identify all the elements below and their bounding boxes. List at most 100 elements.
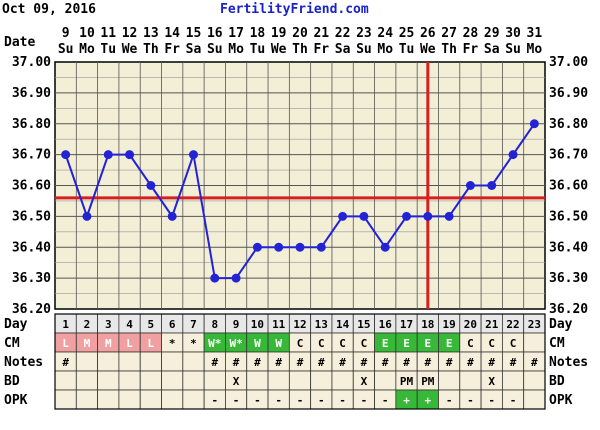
- cell-text-opk: -: [510, 394, 517, 407]
- cell-bd: [438, 370, 461, 391]
- y-tick-label-right: 36.90: [549, 86, 588, 101]
- y-tick-label-right: 36.80: [549, 117, 588, 132]
- y-tick-label-left: 36.90: [12, 86, 51, 101]
- x-date-label: 9: [62, 26, 70, 41]
- row-label-notes-right: Notes: [549, 355, 588, 370]
- cell-bd: [331, 370, 354, 391]
- cell-text-cm: L: [126, 337, 133, 350]
- x-weekday-label: Tu: [250, 42, 266, 57]
- cell-text-cm: L: [148, 337, 155, 350]
- cell-text-cm: E: [446, 337, 453, 350]
- cell-text-notes: #: [211, 356, 218, 369]
- cell-bd: [288, 370, 312, 391]
- cell-text-opk: -: [488, 394, 495, 407]
- x-weekday-label: We: [420, 42, 436, 57]
- y-tick-label-right: 36.50: [549, 209, 588, 224]
- temperature-point: [274, 242, 284, 252]
- site-brand[interactable]: FertilityFriend.com: [220, 2, 369, 17]
- chart-date: Oct 09, 2016: [2, 2, 96, 17]
- cell-text-opk: -: [361, 394, 368, 407]
- cell-text-notes: #: [510, 356, 517, 369]
- cell-text-day: 16: [379, 318, 393, 331]
- temperature-point: [188, 150, 198, 160]
- cell-text-bd: X: [361, 375, 368, 388]
- cell-text-cm: E: [403, 337, 410, 350]
- cell-text-bd: X: [233, 375, 240, 388]
- x-date-label: 23: [356, 26, 372, 41]
- cell-text-cm: W: [254, 337, 261, 350]
- temperature-point: [359, 211, 369, 221]
- cell-text-cm: M: [105, 337, 112, 350]
- cell-text-notes: #: [488, 356, 495, 369]
- y-tick-label-right: 36.70: [549, 148, 588, 163]
- temperature-point: [295, 242, 305, 252]
- x-weekday-label: Th: [441, 42, 457, 57]
- temperature-series: [61, 119, 539, 283]
- cell-text-day: 11: [272, 318, 286, 331]
- cell-text-cm: C: [318, 337, 325, 350]
- cell-text-day: 1: [62, 318, 69, 331]
- temperature-point: [125, 150, 135, 160]
- y-tick-label-right: 36.40: [549, 240, 588, 255]
- y-tick-label-right: 36.60: [549, 179, 588, 194]
- x-weekday-label: Su: [207, 42, 223, 57]
- x-axis-labels: 9Su10Mo11Tu12We13Th14Fr15Sa16Su17Mo18Tu1…: [58, 26, 543, 57]
- cell-notes: [161, 351, 184, 372]
- cell-text-opk: -: [382, 394, 389, 407]
- cell-text-cm: *: [190, 337, 197, 350]
- temperature-point: [167, 211, 177, 221]
- cell-text-cm: E: [425, 337, 432, 350]
- cell-opk: [139, 389, 162, 410]
- cell-bd: [374, 370, 397, 391]
- cell-text-notes: #: [382, 356, 389, 369]
- row-label-day-right: Day: [549, 317, 573, 332]
- cell-opk: [97, 389, 120, 410]
- x-date-label: 29: [484, 26, 500, 41]
- x-weekday-label: Su: [505, 42, 521, 57]
- cell-text-day: 15: [357, 318, 370, 331]
- cell-text-day: 18: [421, 318, 434, 331]
- cell-text-notes: #: [531, 356, 538, 369]
- cell-notes: [75, 351, 99, 372]
- cell-opk: [182, 389, 205, 410]
- temperature-point: [487, 181, 497, 190]
- x-date-label: 14: [164, 26, 180, 41]
- cell-text-day: 3: [105, 318, 112, 331]
- cell-bd: [501, 370, 525, 391]
- y-tick-label-right: 36.30: [549, 271, 588, 286]
- temperature-point: [103, 150, 113, 160]
- x-weekday-label: Fr: [463, 42, 479, 57]
- temperature-point: [82, 211, 92, 221]
- plot-grid: [54, 61, 546, 310]
- cell-text-cm: C: [510, 337, 517, 350]
- temperature-point: [338, 211, 348, 221]
- cell-opk: [75, 389, 99, 410]
- cell-bd: [459, 370, 482, 391]
- cell-text-cm: C: [297, 337, 304, 350]
- cell-text-cm: W*: [229, 337, 242, 350]
- cell-text-notes: #: [254, 356, 261, 369]
- row-label-bd-left: BD: [4, 374, 20, 389]
- cell-text-cm: C: [467, 337, 474, 350]
- cell-text-opk: -: [446, 394, 453, 407]
- temperature-point: [210, 273, 220, 283]
- y-tick-label-left: 36.80: [12, 117, 51, 132]
- temperature-point: [231, 273, 241, 283]
- cell-text-opk: -: [339, 394, 346, 407]
- temperature-point: [146, 181, 156, 190]
- y-tick-label-right: 37.00: [549, 55, 588, 70]
- temperature-point: [380, 242, 390, 252]
- cell-text-day: 12: [293, 318, 306, 331]
- y-tick-label-left: 36.60: [12, 179, 51, 194]
- cell-text-cm: W*: [208, 337, 221, 350]
- x-weekday-label: Sa: [335, 42, 351, 57]
- cell-opk: [523, 389, 546, 410]
- y-tick-label-right: 36.20: [549, 302, 588, 317]
- y-tick-label-left: 36.50: [12, 209, 51, 224]
- cell-text-opk: -: [318, 394, 325, 407]
- cell-text-cm: W: [275, 337, 282, 350]
- x-weekday-label: Mo: [527, 42, 543, 57]
- cell-text-day: 21: [485, 318, 499, 331]
